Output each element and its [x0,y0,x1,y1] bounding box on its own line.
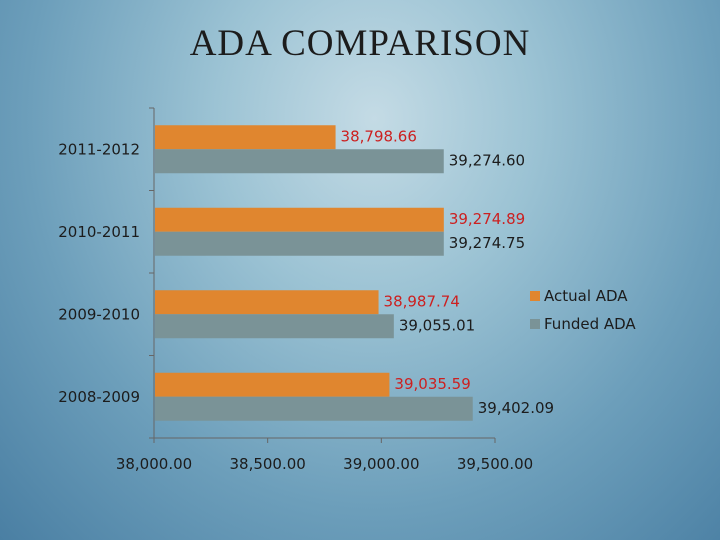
funded-ada-value-label: 39,055.01 [399,316,475,334]
funded-ada-value-label: 39,402.09 [478,399,554,417]
legend-swatch-actual [530,291,540,301]
actual-ada-value-label: 38,798.66 [341,127,417,145]
legend-label-funded: Funded ADA [544,315,636,333]
slide-title: ADA COMPARISON [189,23,531,64]
funded-ada-bar [155,314,394,339]
actual-ada-bar [155,290,379,315]
funded-ada-bar [155,231,444,256]
funded-ada-value-label: 39,274.75 [449,234,525,252]
x-tick-label: 38,500.00 [229,455,305,473]
actual-ada-bar [155,125,336,150]
actual-ada-bar [155,207,444,232]
x-tick-label: 38,000.00 [116,455,192,473]
actual-ada-value-label: 39,035.59 [394,375,470,393]
funded-ada-bar [155,396,473,421]
category-label: 2009-2010 [58,305,140,323]
legend-label-actual: Actual ADA [544,287,628,305]
actual-ada-value-label: 39,274.89 [449,210,525,228]
funded-ada-value-label: 39,274.60 [449,151,525,169]
x-tick-label: 39,500.00 [457,455,533,473]
category-label: 2011-2012 [58,140,140,158]
x-tick-label: 39,000.00 [343,455,419,473]
actual-ada-bar [155,372,390,397]
legend-swatch-funded [530,319,540,329]
category-label: 2010-2011 [58,223,140,241]
category-label: 2008-2009 [58,388,140,406]
actual-ada-value-label: 38,987.74 [384,292,460,310]
funded-ada-bar [155,149,444,174]
